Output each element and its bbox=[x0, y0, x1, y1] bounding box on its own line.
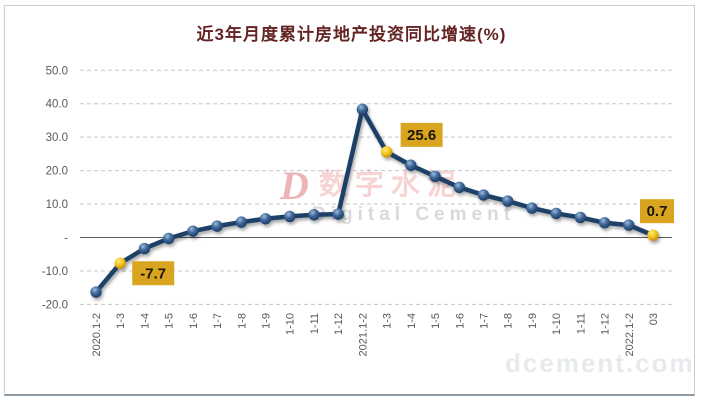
x-tick-label: 1-6 bbox=[454, 313, 466, 329]
data-point bbox=[550, 207, 562, 220]
y-tick-label: 20.0 bbox=[46, 166, 68, 178]
x-tick-label: 1-9 bbox=[261, 313, 273, 329]
y-tick-label: 40.0 bbox=[46, 99, 68, 111]
data-label-box bbox=[640, 199, 674, 224]
data-point bbox=[574, 211, 587, 224]
x-tick-label: 1-5 bbox=[430, 313, 442, 329]
x-tick-label: 1-8 bbox=[503, 313, 515, 329]
data-point bbox=[477, 189, 490, 201]
x-tick-label: 1-4 bbox=[139, 313, 151, 329]
highlighted-data-point bbox=[647, 229, 659, 241]
data-point bbox=[90, 286, 102, 298]
data-point bbox=[138, 242, 151, 255]
y-tick-label: -20.0 bbox=[42, 299, 68, 311]
data-point bbox=[259, 213, 272, 225]
y-tick-label: 50.0 bbox=[46, 65, 68, 77]
data-point bbox=[308, 209, 320, 221]
data-label-text: -7.7 bbox=[140, 265, 166, 282]
y-tick-label: 10.0 bbox=[46, 199, 68, 211]
x-tick-label: 1-9 bbox=[527, 313, 539, 329]
data-label-box bbox=[400, 122, 443, 147]
data-point bbox=[235, 216, 248, 228]
chart-title: 近3年月度累计房地产投资同比增速(%) bbox=[196, 25, 507, 44]
data-point bbox=[356, 103, 369, 116]
x-tick-label: 2020.1-2 bbox=[91, 313, 103, 356]
x-tick-label: 1-8 bbox=[236, 313, 248, 329]
x-tick-label: 1-5 bbox=[164, 313, 176, 329]
data-label-text: 25.6 bbox=[407, 127, 436, 144]
y-tick-label: 30.0 bbox=[46, 132, 68, 144]
data-label-text: 0.7 bbox=[647, 203, 668, 220]
x-tick-label: 1-10 bbox=[551, 313, 563, 335]
data-label-box bbox=[132, 261, 175, 286]
data-point bbox=[187, 225, 199, 237]
data-point bbox=[162, 232, 175, 245]
y-tick-label: - bbox=[64, 233, 68, 245]
data-point bbox=[211, 220, 223, 232]
x-tick-label: 1-12 bbox=[333, 313, 345, 335]
series-group bbox=[90, 103, 659, 298]
x-tick-label: 1-3 bbox=[382, 313, 394, 329]
x-tick-label: 1-4 bbox=[406, 313, 418, 329]
x-tick-label: 1-3 bbox=[115, 313, 127, 329]
x-axis-labels: 2020.1-2 1-3 1-4 1-5 1-6 1-7 1-8 1-9 1-10 1-11 1-1… bbox=[91, 313, 660, 356]
data-point bbox=[332, 208, 344, 220]
data-point bbox=[405, 159, 417, 171]
x-tick-label: 1-11 bbox=[309, 313, 321, 334]
x-tick-label: 1-7 bbox=[212, 313, 224, 329]
x-tick-label: 2022.1-2 bbox=[624, 313, 636, 356]
x-tick-label: 1-11 bbox=[575, 313, 587, 334]
x-tick-label: 1-12 bbox=[600, 313, 612, 335]
data-point bbox=[598, 217, 611, 229]
x-tick-label: 1-7 bbox=[478, 313, 490, 329]
x-tick-label: 1-10 bbox=[285, 313, 297, 335]
x-tick-label: 03 bbox=[648, 313, 660, 325]
data-point bbox=[284, 210, 296, 223]
data-labels: -7.7 25.6 0.7 bbox=[132, 122, 674, 286]
data-point bbox=[429, 170, 441, 182]
data-point bbox=[526, 202, 538, 214]
y-tick-label: -10.0 bbox=[42, 266, 68, 278]
x-tick-label: 1-6 bbox=[188, 313, 200, 329]
data-point bbox=[453, 181, 465, 194]
data-point bbox=[623, 219, 635, 231]
x-tick-label: 2021.1-2 bbox=[357, 313, 369, 356]
data-point bbox=[501, 195, 514, 207]
highlighted-data-point bbox=[380, 146, 393, 158]
highlighted-data-point bbox=[114, 257, 126, 269]
